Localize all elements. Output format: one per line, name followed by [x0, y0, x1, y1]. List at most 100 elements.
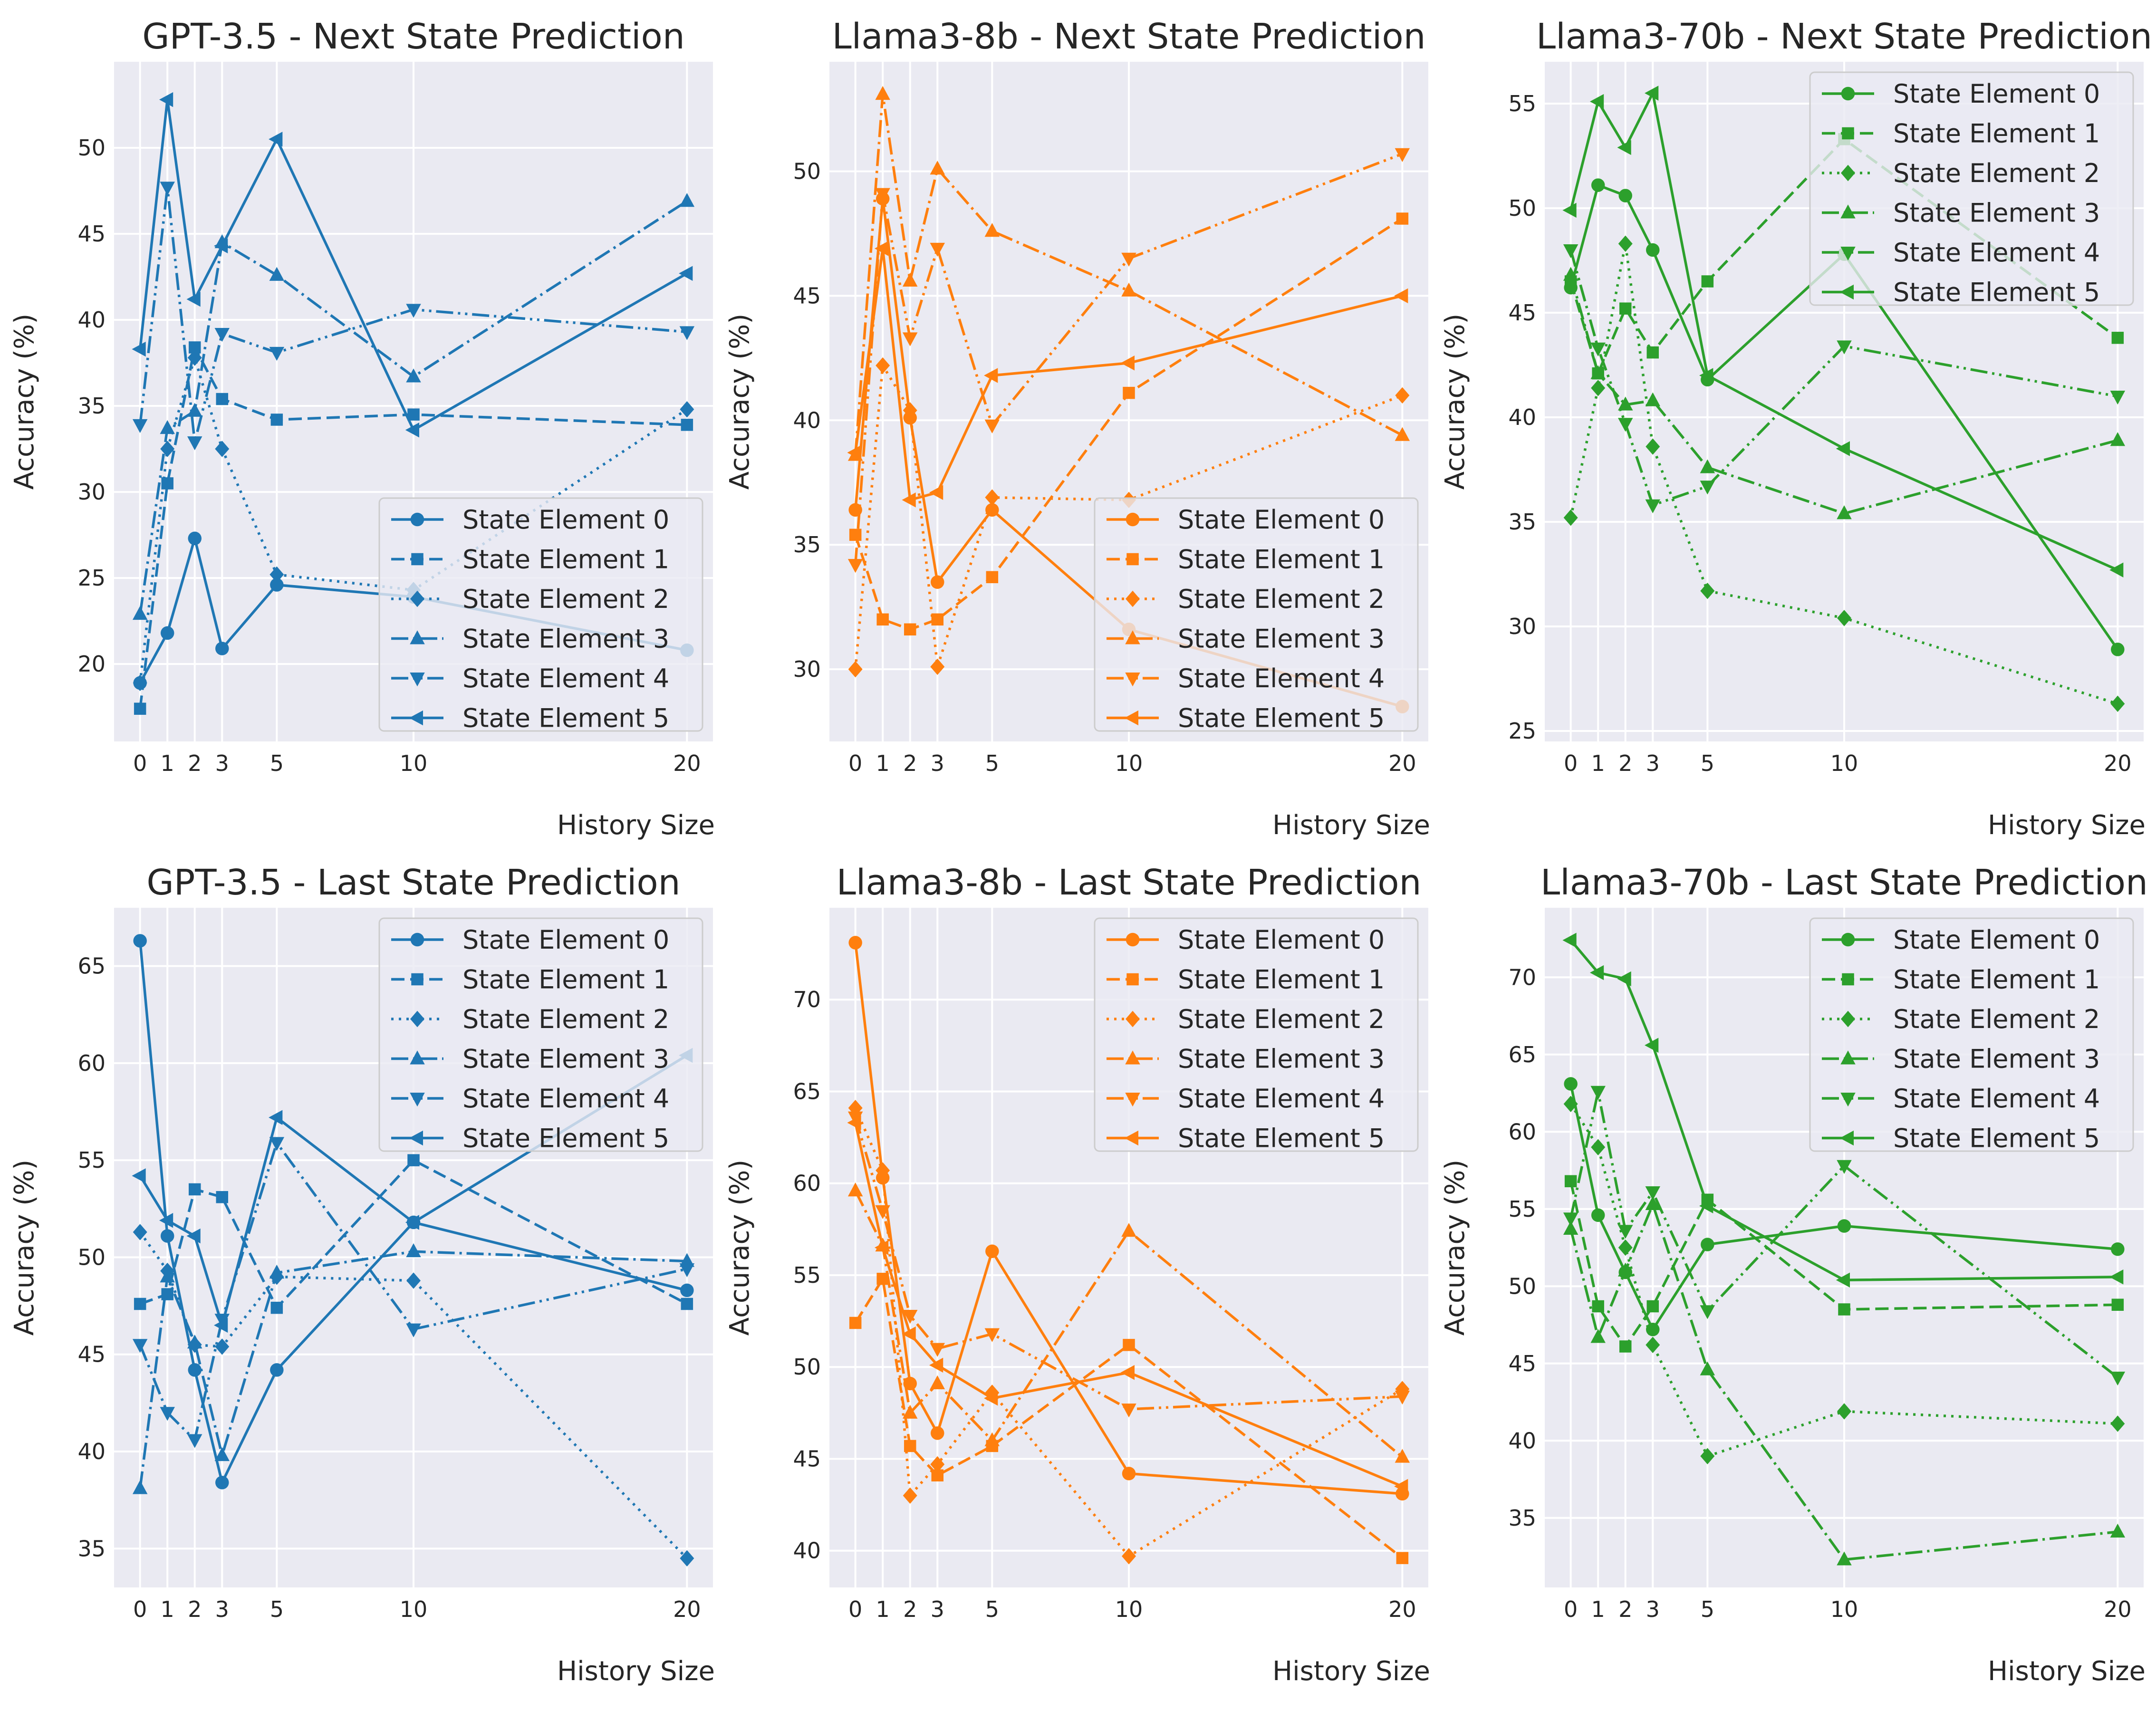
data-point: [214, 1317, 228, 1333]
legend-label: State Element 4: [1178, 1084, 1385, 1114]
data-point: [160, 420, 175, 434]
data-point: [1645, 1038, 1659, 1053]
data-point: [269, 346, 285, 361]
legend-frame: [1094, 497, 1419, 732]
legend-marker: [1840, 1050, 1856, 1065]
data-point: [134, 702, 146, 715]
legend-item-1: State Element 1: [1822, 119, 2100, 149]
data-point: [2110, 1415, 2125, 1432]
data-point: [929, 1357, 943, 1373]
legend-marker: [1842, 973, 1854, 986]
data-point: [214, 328, 230, 342]
y-tick-label: 65: [1508, 1042, 1536, 1067]
data-point: [215, 1338, 230, 1355]
data-point: [132, 1339, 148, 1353]
legend-marker: [410, 1010, 424, 1028]
data-point: [984, 1391, 998, 1406]
y-tick-label: 40: [793, 1538, 821, 1564]
data-point: [1122, 1467, 1136, 1480]
legend-label: State Element 1: [462, 965, 669, 995]
legend-label: State Element 5: [462, 1124, 669, 1153]
data-point: [1122, 1548, 1136, 1565]
data-point: [875, 188, 890, 202]
data-point: [161, 1288, 173, 1300]
legend-label: State Element 0: [1893, 79, 2100, 109]
data-point: [188, 1363, 202, 1377]
data-point: [903, 402, 917, 419]
data-point: [133, 674, 147, 692]
legend-label: State Element 0: [462, 505, 669, 535]
data-point: [1645, 1196, 1661, 1210]
legend-label: State Element 2: [462, 1004, 669, 1034]
series-2: [1563, 235, 2125, 712]
legend-item-5: State Element 5: [1107, 703, 1385, 733]
x-tick-label: 3: [931, 1596, 944, 1622]
legend-item-2: State Element 2: [391, 584, 669, 614]
legend-frame: [378, 497, 703, 732]
legend-label: State Element 3: [1893, 198, 2100, 228]
data-point: [187, 1334, 202, 1349]
legend-label: State Element 0: [1893, 925, 2100, 955]
y-tick-label: 40: [77, 307, 106, 333]
data-point: [902, 492, 916, 508]
data-point: [680, 1283, 694, 1298]
data-point: [902, 1404, 918, 1419]
data-point: [1618, 189, 1632, 202]
legend-label: State Element 2: [1893, 158, 2100, 188]
data-point: [876, 1162, 890, 1179]
x-tick-label: 5: [1701, 1596, 1714, 1622]
x-tick-label: 1: [1591, 1596, 1605, 1622]
chart-title: Llama3-8b - Next State Prediction: [832, 16, 1425, 57]
series-5: [1562, 932, 2124, 1288]
data-point: [984, 1432, 1000, 1446]
legend-marker: [1841, 164, 1855, 182]
data-point: [1617, 418, 1633, 432]
data-point: [903, 1487, 917, 1504]
data-point: [984, 419, 1000, 434]
legend-item-4: State Element 4: [391, 1084, 669, 1114]
legend-item-0: State Element 0: [1107, 505, 1385, 535]
y-tick-label: 35: [77, 393, 106, 419]
data-point: [984, 222, 1000, 237]
x-axis-label: History Size: [1988, 810, 2146, 841]
legend-label: State Element 3: [1178, 624, 1385, 654]
data-point: [270, 1363, 284, 1377]
x-tick-label: 2: [188, 1596, 202, 1622]
x-tick-label: 1: [161, 750, 174, 776]
data-point: [848, 936, 862, 950]
data-point: [160, 1407, 175, 1421]
y-tick-label: 55: [1508, 91, 1536, 116]
x-axis-label: History Size: [1272, 1656, 1430, 1687]
data-point: [875, 86, 890, 100]
legend-label: State Element 1: [462, 545, 669, 575]
data-point: [1563, 267, 1578, 281]
data-point: [1563, 244, 1578, 259]
data-point: [1837, 610, 1851, 626]
y-tick-label: 55: [1508, 1196, 1536, 1222]
y-tick-label: 40: [1508, 404, 1536, 430]
data-point: [1701, 1238, 1714, 1251]
y-tick-label: 55: [77, 1147, 106, 1173]
data-point: [2110, 432, 2126, 446]
data-point: [1646, 346, 1659, 359]
legend-item-4: State Element 4: [1107, 663, 1385, 693]
data-point: [214, 238, 228, 254]
legend-marker: [1126, 1010, 1140, 1028]
data-point: [187, 403, 202, 417]
data-point: [269, 1264, 285, 1279]
legend-marker: [410, 590, 424, 607]
data-point: [1396, 212, 1409, 225]
data-point: [902, 1310, 918, 1324]
data-point: [930, 160, 945, 175]
x-axis-label: History Size: [557, 810, 715, 841]
series-5: [847, 1115, 1408, 1494]
legend-label: State Element 5: [1893, 278, 2100, 308]
legend-marker: [1126, 590, 1140, 607]
legend-item-4: State Element 4: [1822, 238, 2100, 268]
data-point: [1396, 1552, 1409, 1564]
data-point: [1837, 1160, 1852, 1174]
data-point: [406, 304, 421, 318]
